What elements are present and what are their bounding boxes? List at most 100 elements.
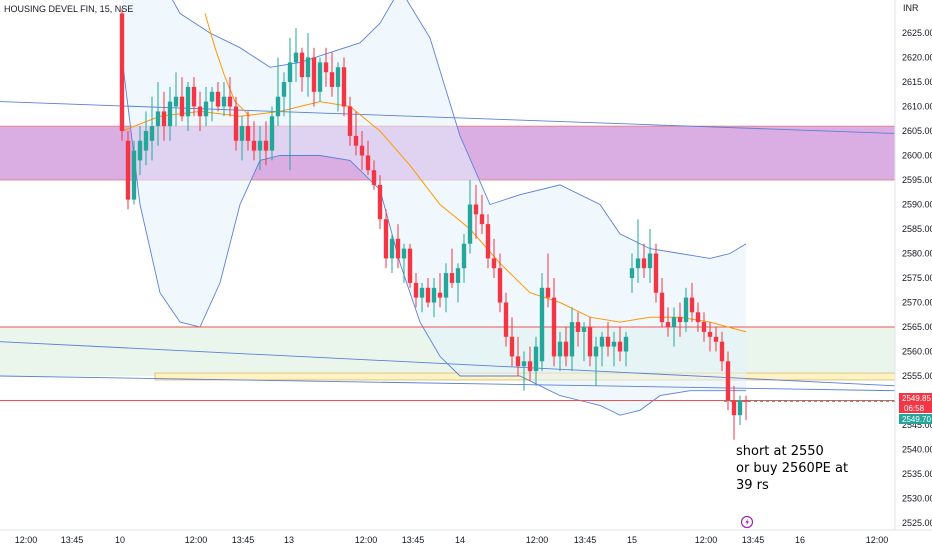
candle[interactable] [209,86,215,122]
candle[interactable] [701,312,707,342]
candle[interactable] [737,395,743,425]
candle[interactable] [311,47,317,107]
candle[interactable] [227,77,233,117]
candle[interactable] [443,263,449,313]
candle[interactable] [545,253,551,308]
candle[interactable] [575,312,581,347]
candle[interactable] [353,111,359,156]
candle[interactable] [635,219,641,283]
candle[interactable] [581,322,587,362]
candle[interactable] [413,273,419,308]
candle[interactable] [233,96,239,151]
candle[interactable] [677,302,683,337]
candle[interactable] [527,346,533,381]
candle[interactable] [341,57,347,117]
candle[interactable] [605,322,611,357]
candle[interactable] [521,351,527,391]
candle[interactable] [425,278,431,308]
candle[interactable] [509,317,515,367]
candle[interactable] [659,278,665,327]
candle[interactable] [269,106,275,161]
candle[interactable] [587,317,593,367]
candle[interactable] [539,273,545,372]
candle[interactable] [611,331,617,367]
candle[interactable] [563,327,569,367]
candle[interactable] [365,140,371,176]
candle[interactable] [131,140,137,205]
candle[interactable] [155,82,161,146]
candle[interactable] [437,273,443,308]
candle[interactable] [713,327,719,352]
candle[interactable] [347,96,353,146]
candle[interactable] [281,72,287,117]
candle[interactable] [497,253,503,313]
annotation-note[interactable]: short at 2550 or buy 2560PE at 39 rs [736,444,848,493]
price-axis[interactable]: 2525.002530.002535.002540.002545.002550.… [902,28,932,528]
candle[interactable] [257,126,263,171]
candle[interactable] [401,243,407,283]
candle[interactable] [419,282,425,313]
candle[interactable] [617,327,623,362]
candle[interactable] [335,62,341,112]
candle[interactable] [551,278,557,367]
candle[interactable] [641,243,647,278]
candle[interactable] [725,351,731,411]
candle[interactable] [503,292,509,347]
candle[interactable] [317,57,323,102]
candle[interactable] [215,82,221,112]
candle[interactable] [383,209,389,269]
candle[interactable] [287,37,293,171]
lower-trendline-2[interactable] [0,375,896,392]
candle[interactable] [167,86,173,141]
candle[interactable] [203,86,209,127]
candle[interactable] [395,224,401,269]
candle[interactable] [299,47,305,92]
candle[interactable] [647,229,653,283]
candle[interactable] [119,8,125,141]
candle[interactable] [557,331,563,372]
upper-trendline[interactable] [0,101,896,134]
candle[interactable] [275,57,281,127]
candle[interactable] [653,243,659,303]
candle[interactable] [179,77,185,122]
candle[interactable] [173,72,179,127]
candle[interactable] [377,175,383,229]
candle[interactable] [455,263,461,303]
candle[interactable] [665,307,671,337]
candle[interactable] [221,82,227,117]
candle[interactable] [161,91,167,141]
candle[interactable] [467,180,473,254]
candle[interactable] [671,307,677,347]
candle[interactable] [683,287,689,332]
candle[interactable] [251,121,257,161]
candle[interactable] [485,214,491,269]
candle[interactable] [143,111,149,166]
candle[interactable] [623,331,629,367]
candle[interactable] [479,194,485,234]
candle[interactable] [149,96,155,161]
candle[interactable] [569,307,575,372]
candle[interactable] [473,184,479,239]
candle[interactable] [593,336,599,386]
candle[interactable] [137,126,143,176]
candle[interactable] [533,336,539,386]
candle[interactable] [389,233,395,274]
candle[interactable] [743,395,749,421]
candle[interactable] [515,336,521,376]
candle[interactable] [629,253,635,293]
candle[interactable] [719,331,725,372]
candle[interactable] [305,33,311,97]
candle[interactable] [461,233,467,283]
candle[interactable] [731,385,737,440]
time-axis[interactable]: 12:00 13:45 10 12:00 13:45 13 12:00 13:45 14 12:0… [15,535,889,545]
candle[interactable] [191,77,197,117]
candle[interactable] [323,47,329,87]
candle[interactable] [491,238,497,278]
candle[interactable] [407,243,413,288]
candle[interactable] [707,322,713,352]
candle[interactable] [695,302,701,332]
lower-trendline-1[interactable] [0,341,896,387]
candle[interactable] [449,248,455,288]
